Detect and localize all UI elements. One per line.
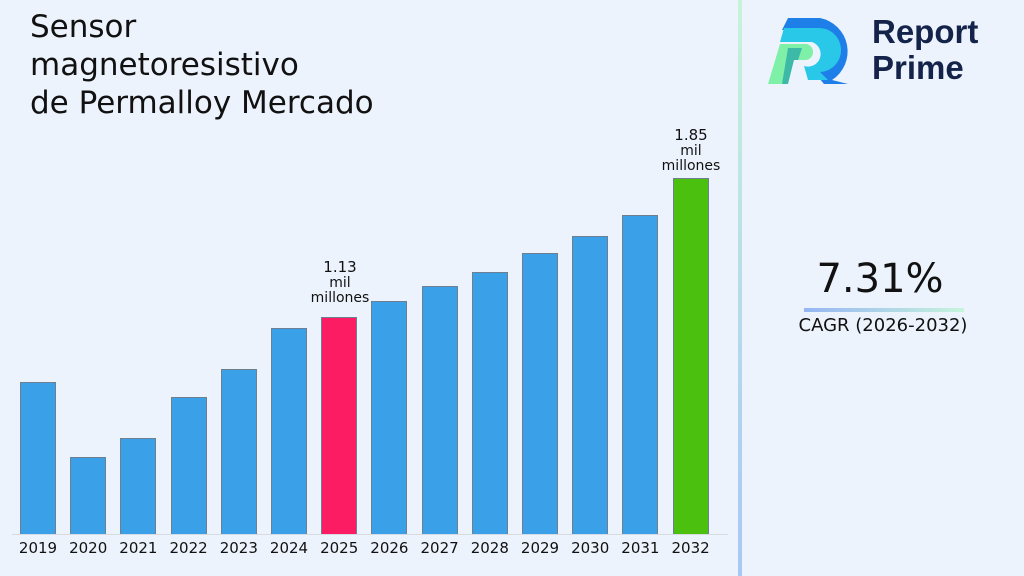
bar-2020 — [70, 457, 107, 534]
bar-2026 — [371, 301, 408, 534]
x-tick-label: 2027 — [420, 539, 459, 557]
brand-line-1: Report — [872, 13, 979, 50]
bar-2030 — [572, 235, 609, 534]
x-tick-label: 2032 — [671, 539, 710, 557]
x-tick-label: 2022 — [169, 539, 208, 557]
annotation-unit: millones — [310, 290, 370, 306]
bar-2021 — [120, 437, 157, 534]
annotation-value: 1.85 — [674, 126, 708, 144]
x-tick-label: 2021 — [119, 539, 158, 557]
x-tick-label: 2026 — [370, 539, 409, 557]
bar-chart: 2019 2020 2021 2022 2023 2024 2025 2026 2027 2028… — [12, 178, 728, 557]
bar-2028 — [471, 272, 508, 534]
x-tick-label: 2029 — [520, 539, 560, 557]
x-tick-label: 2028 — [470, 539, 509, 557]
bar-2031 — [622, 214, 659, 534]
title-line-1: Sensor — [30, 9, 137, 45]
annotation-2032: 1.85 mil millones — [651, 127, 731, 174]
chart-title: Sensor magnetoresistivo de Permalloy Mer… — [30, 8, 374, 122]
report-prime-logo-icon — [768, 18, 848, 84]
cagr-value: 7.31% — [816, 256, 944, 302]
annotation-2025: 1.13 mil millones — [300, 259, 380, 306]
cagr-label: CAGR (2026-2032) — [798, 315, 968, 336]
title-line-2: magnetoresistivo — [30, 47, 299, 83]
annotation-unit: millones — [661, 158, 721, 174]
annotation-unit: mil — [680, 143, 702, 159]
cagr-underline — [804, 308, 964, 312]
x-tick-label: 2025 — [320, 539, 359, 557]
x-tick-label: 2030 — [571, 539, 610, 557]
bar-2024 — [271, 328, 307, 534]
bar-2027 — [421, 285, 458, 534]
x-tick-label: 2020 — [69, 539, 108, 557]
x-tick-label: 2024 — [269, 539, 309, 557]
title-line-3: de Permalloy Mercado — [30, 85, 374, 121]
x-axis-line — [12, 534, 728, 535]
brand-line-2: Prime — [872, 49, 964, 86]
brand-name: Report Prime — [872, 14, 978, 86]
bar-2023 — [220, 368, 257, 534]
x-tick-label: 2031 — [621, 539, 660, 557]
bar-2025 — [321, 316, 358, 534]
x-tick-label: 2019 — [18, 539, 58, 557]
x-tick-label: 2023 — [219, 539, 258, 557]
panel-divider — [738, 0, 742, 576]
bar-2019 — [20, 381, 56, 534]
bar-2022 — [170, 397, 207, 534]
annotation-unit: mil — [329, 275, 351, 291]
annotation-value: 1.13 — [323, 258, 357, 276]
bar-2032 — [672, 178, 709, 534]
bar-2029 — [522, 253, 558, 534]
